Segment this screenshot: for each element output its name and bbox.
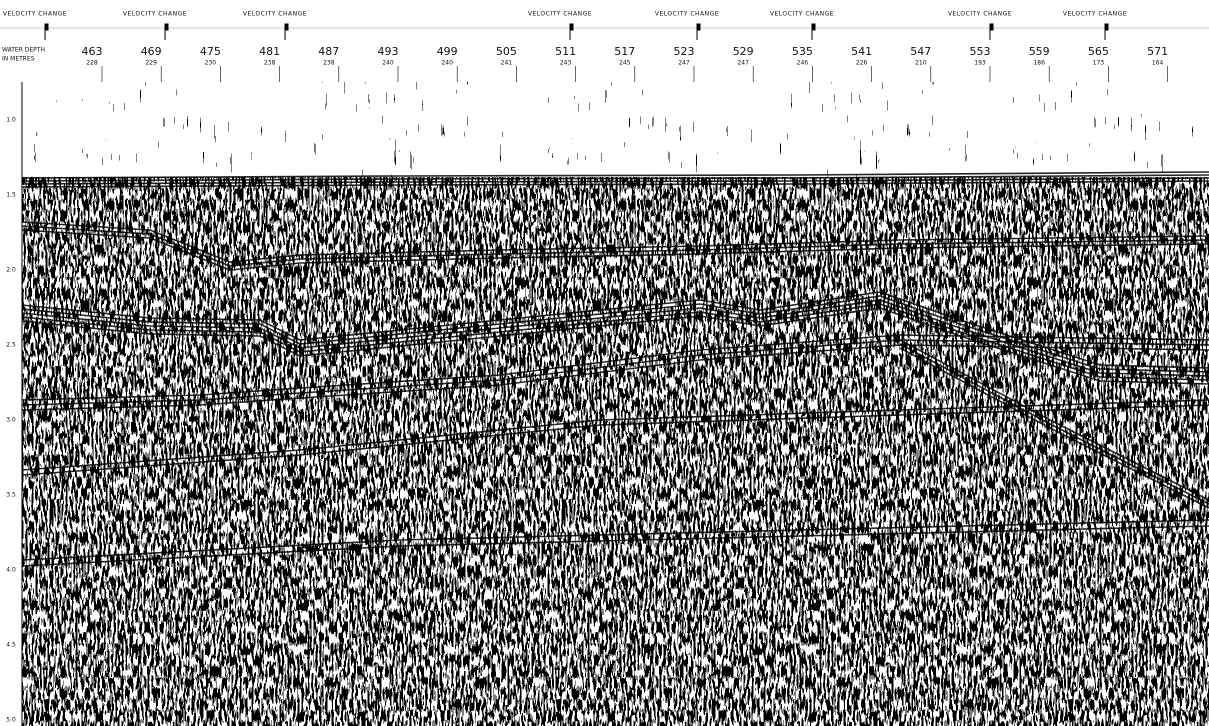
reflector (899, 339, 1209, 501)
velocity-change-label: VELOCITY CHANGE (655, 11, 719, 18)
shot-point: 493 (378, 45, 399, 58)
time-label: 1.5 (6, 192, 16, 199)
reflector (21, 519, 1209, 561)
reflector (21, 344, 1209, 411)
velocity-flag (989, 23, 994, 40)
velocity-flag (164, 23, 169, 40)
velocity-change-label: VELOCITY CHANGE (123, 11, 187, 18)
velocity-change-label: VELOCITY CHANGE (948, 11, 1012, 18)
velocity-change-label: VELOCITY CHANGE (1063, 11, 1127, 18)
reflector (21, 177, 1209, 185)
velocity-flag (284, 23, 289, 40)
water-depth: 186 (1033, 60, 1045, 67)
shot-point: 559 (1029, 45, 1050, 58)
shot-point: 547 (910, 45, 931, 58)
water-depth: 238 (264, 60, 276, 67)
time-label: 2.5 (6, 342, 16, 349)
shot-point: 487 (318, 45, 339, 58)
velocity-flag (811, 23, 816, 40)
reflector (21, 171, 1209, 179)
time-label: 3.0 (6, 417, 16, 424)
water-column (22, 82, 1209, 177)
shot-point: 475 (200, 45, 221, 58)
reflector (21, 404, 1209, 476)
velocity-change-label: VELOCITY CHANGE (3, 11, 67, 18)
reflector (899, 343, 1209, 505)
reflector (21, 221, 1209, 263)
reflector (21, 295, 1209, 373)
time-label: 4.5 (6, 642, 16, 649)
shot-point: 523 (674, 45, 695, 58)
water-depth: 230 (205, 60, 217, 67)
water-depth: 246 (797, 60, 809, 67)
reflector (21, 299, 1209, 377)
reflector (21, 229, 1209, 271)
water-depth: 240 (441, 60, 453, 67)
shot-point: 511 (555, 45, 576, 58)
water-depth-label: IN METRES (2, 56, 35, 63)
sediment-traces (22, 177, 1209, 726)
water-depth: 241 (501, 60, 513, 67)
shot-point: 517 (614, 45, 635, 58)
velocity-change-label: VELOCITY CHANGE (770, 11, 834, 18)
shot-point: 535 (792, 45, 813, 58)
reflector (21, 334, 1209, 401)
water-depth: 164 (1152, 60, 1164, 67)
shot-point: 553 (970, 45, 991, 58)
velocity-flag (696, 23, 701, 40)
time-label: 5.0 (6, 717, 16, 724)
velocity-change-label: VELOCITY CHANGE (528, 11, 592, 18)
water-depth: 193 (974, 60, 986, 67)
water-depth: 228 (86, 60, 98, 67)
water-depth: 247 (737, 60, 749, 67)
shot-point: 481 (259, 45, 280, 58)
water-depth: 173 (1093, 60, 1105, 67)
reflector (21, 180, 1209, 188)
time-label: 4.0 (6, 567, 16, 574)
reflector (21, 225, 1209, 267)
reflector (21, 291, 1209, 369)
shot-point: 565 (1088, 45, 1109, 58)
water-depth: 243 (560, 60, 572, 67)
velocity-change-label: VELOCITY CHANGE (243, 11, 307, 18)
shot-point: 529 (733, 45, 754, 58)
shot-point: 499 (437, 45, 458, 58)
reflector (21, 307, 1209, 385)
water-depth: 229 (145, 60, 157, 67)
shot-point: 505 (496, 45, 517, 58)
reflector (899, 347, 1209, 509)
water-depth: 210 (915, 60, 927, 67)
reflector (21, 174, 1209, 182)
time-label: 1.0 (6, 117, 16, 124)
water-depth: 245 (619, 60, 631, 67)
velocity-flag (1104, 23, 1109, 40)
time-label: 3.5 (6, 492, 16, 499)
reflectors (21, 171, 1209, 567)
velocity-flag (44, 23, 49, 40)
reflector (21, 399, 1209, 471)
water-depth: 247 (678, 60, 690, 67)
water-depth: 240 (382, 60, 394, 67)
reflector (21, 525, 1209, 567)
time-label: 2.0 (6, 267, 16, 274)
shot-point: 463 (82, 45, 103, 58)
water-depth: 238 (323, 60, 335, 67)
water-depth: 226 (856, 60, 868, 67)
shot-point: 541 (851, 45, 872, 58)
velocity-flag (569, 23, 574, 40)
shot-point: 469 (141, 45, 162, 58)
shot-point: 571 (1147, 45, 1168, 58)
water-depth-label: WATER DEPTH (2, 47, 45, 54)
